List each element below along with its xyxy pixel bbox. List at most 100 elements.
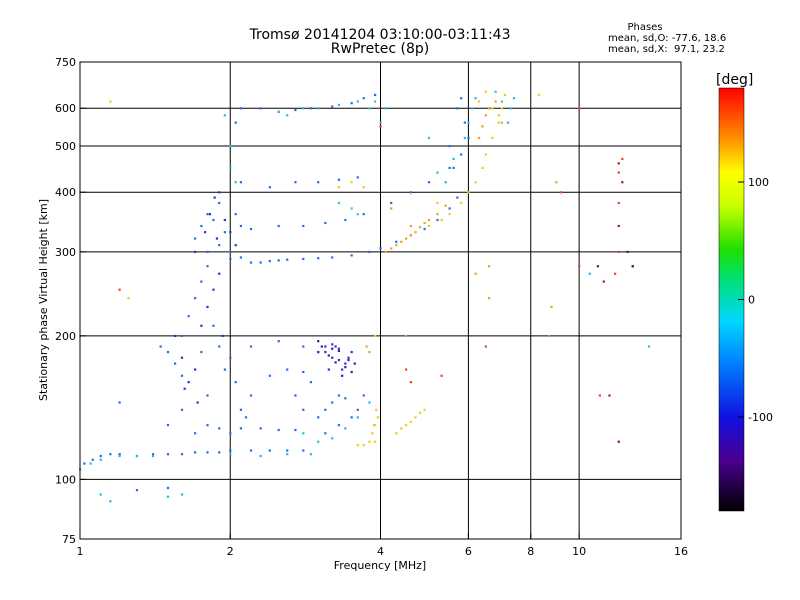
data-point bbox=[229, 166, 232, 170]
y-tick-label: 100 bbox=[55, 473, 76, 486]
data-point bbox=[631, 265, 634, 268]
data-point bbox=[91, 458, 94, 461]
data-points bbox=[79, 90, 651, 503]
data-point bbox=[337, 201, 341, 205]
y-tick-label: 500 bbox=[55, 140, 76, 153]
x-tick-label: 6 bbox=[465, 545, 472, 558]
data-point bbox=[350, 254, 353, 257]
data-point bbox=[481, 166, 484, 170]
data-point bbox=[440, 374, 443, 377]
data-point bbox=[118, 401, 121, 404]
data-point bbox=[277, 340, 280, 343]
data-point bbox=[331, 343, 334, 346]
data-point bbox=[317, 340, 320, 343]
data-point bbox=[317, 181, 320, 184]
data-point bbox=[427, 181, 431, 184]
data-point bbox=[578, 265, 581, 268]
data-point bbox=[494, 100, 497, 103]
data-point bbox=[196, 401, 199, 404]
data-point bbox=[474, 97, 477, 100]
data-point bbox=[166, 486, 170, 490]
data-point bbox=[200, 350, 203, 354]
data-point bbox=[500, 121, 504, 124]
data-point bbox=[467, 136, 470, 140]
data-point bbox=[460, 97, 463, 100]
data-point bbox=[608, 394, 611, 397]
data-point bbox=[218, 427, 221, 430]
data-point bbox=[376, 416, 379, 419]
data-point bbox=[203, 231, 207, 234]
data-point bbox=[395, 240, 398, 243]
data-point bbox=[151, 454, 155, 458]
data-point bbox=[218, 272, 221, 275]
data-point bbox=[286, 449, 289, 452]
data-point bbox=[180, 374, 184, 377]
data-point bbox=[118, 454, 121, 458]
data-point bbox=[135, 489, 139, 492]
data-point bbox=[460, 153, 463, 156]
data-point bbox=[286, 368, 289, 371]
data-point bbox=[491, 107, 494, 110]
data-point bbox=[180, 493, 184, 496]
data-point bbox=[309, 381, 312, 384]
data-point bbox=[223, 231, 226, 234]
data-point bbox=[337, 349, 341, 353]
data-point bbox=[467, 191, 470, 194]
data-point bbox=[419, 411, 422, 414]
phase-stats-x: mean, sd,X: 97.1, 23.2 bbox=[608, 44, 725, 55]
data-point bbox=[187, 315, 190, 318]
data-point bbox=[239, 107, 243, 110]
colorbar-tick-label: -100 bbox=[748, 411, 773, 424]
data-point bbox=[324, 221, 327, 225]
data-point bbox=[166, 495, 170, 498]
data-point bbox=[374, 334, 377, 338]
grid-lines bbox=[80, 62, 681, 539]
data-point bbox=[194, 451, 197, 454]
data-point bbox=[249, 345, 253, 348]
data-point bbox=[109, 100, 112, 103]
y-tick-label: 300 bbox=[55, 246, 76, 259]
data-point bbox=[249, 394, 253, 397]
axis-ticks: 1 2 4 6 8 10 16 75 100 200 300 400 500 600 750 bbox=[55, 56, 688, 558]
data-point bbox=[212, 218, 215, 222]
data-point bbox=[206, 250, 209, 254]
data-point bbox=[427, 136, 431, 140]
data-point bbox=[598, 394, 601, 397]
data-point bbox=[368, 250, 371, 254]
data-point bbox=[206, 213, 209, 216]
x-tick-label: 10 bbox=[572, 545, 586, 558]
data-point bbox=[331, 437, 334, 440]
data-point bbox=[506, 121, 510, 124]
data-point bbox=[356, 408, 359, 411]
data-point bbox=[277, 259, 280, 262]
data-point bbox=[331, 105, 334, 108]
data-point bbox=[294, 181, 297, 184]
data-point bbox=[268, 374, 271, 377]
data-point bbox=[194, 250, 197, 254]
data-point bbox=[341, 368, 344, 371]
data-point bbox=[239, 408, 243, 411]
data-point bbox=[350, 181, 353, 184]
data-point bbox=[368, 107, 371, 110]
data-point bbox=[414, 416, 417, 419]
data-point bbox=[362, 186, 365, 189]
data-point bbox=[463, 136, 466, 140]
data-point bbox=[229, 449, 232, 452]
data-point bbox=[180, 453, 184, 456]
data-point bbox=[503, 93, 507, 97]
chart-title: Tromsø 20141204 03:10:00-03:11:43 bbox=[249, 27, 511, 43]
data-point bbox=[327, 368, 330, 371]
data-point bbox=[436, 213, 439, 216]
data-point bbox=[302, 370, 305, 374]
data-point bbox=[294, 428, 297, 432]
data-point bbox=[212, 288, 215, 291]
y-tick-label: 75 bbox=[62, 533, 76, 546]
data-point bbox=[347, 356, 350, 359]
data-point bbox=[423, 227, 426, 231]
data-point bbox=[206, 451, 209, 454]
data-point bbox=[268, 259, 271, 263]
data-point bbox=[617, 250, 620, 254]
data-point bbox=[617, 171, 620, 174]
data-point bbox=[309, 107, 312, 110]
data-point bbox=[488, 107, 491, 110]
